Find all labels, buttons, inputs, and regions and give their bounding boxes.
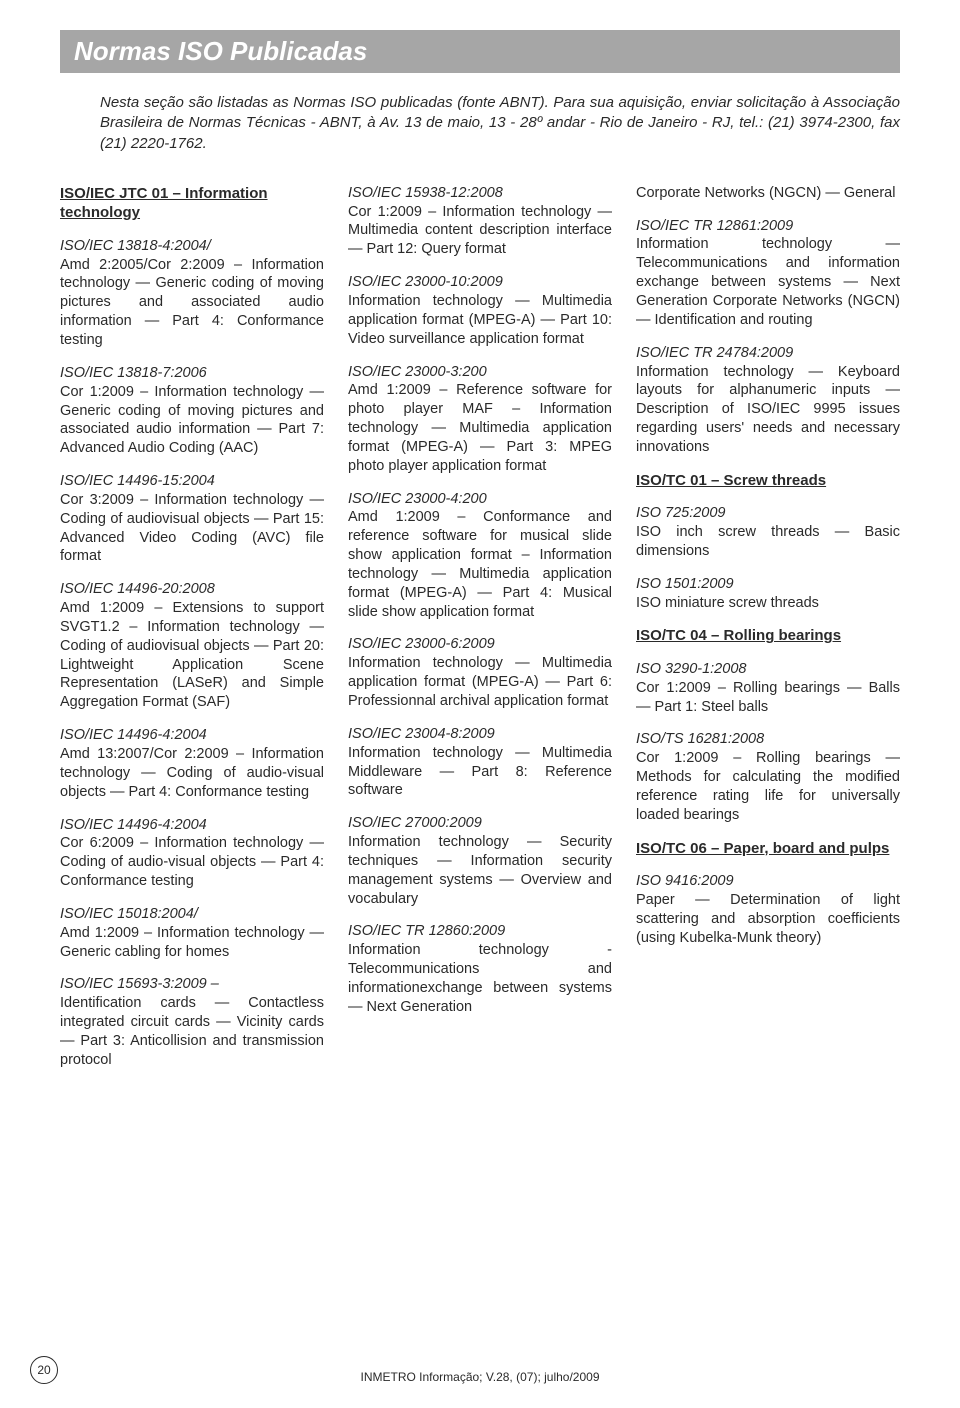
- standard-code: ISO 9416:2009: [636, 872, 900, 891]
- standard-code: ISO/IEC TR 24784:2009: [636, 344, 900, 363]
- standard-entry: Corporate Networks (NGCN) — General: [636, 184, 900, 203]
- standard-entry: ISO/IEC TR 12860:2009 Information techno…: [348, 922, 612, 1016]
- standard-desc: Amd 1:2009 – Conformance and reference s…: [348, 509, 612, 619]
- standard-desc: ISO miniature screw threads: [636, 595, 819, 611]
- standard-desc: Corporate Networks (NGCN) — General: [636, 185, 895, 201]
- standard-entry: ISO/IEC 23000-3:200 Amd 1:2009 – Referen…: [348, 363, 612, 476]
- standard-entry: ISO/IEC TR 12861:2009 Information techno…: [636, 217, 900, 330]
- standard-code: ISO/IEC 27000:2009: [348, 814, 612, 833]
- section-heading-tc06: ISO/TC 06 – Paper, board and pulps: [636, 839, 900, 859]
- intro-paragraph: Nesta seção são listadas as Normas ISO p…: [100, 93, 900, 154]
- standard-desc: Information technology — Keyboard layout…: [636, 364, 900, 455]
- column-1: ISO/IEC JTC 01 – Information technology …: [60, 184, 324, 1084]
- standard-code: ISO/IEC 23000-10:2009: [348, 273, 612, 292]
- standard-desc: Information technology — Multimedia Midd…: [348, 745, 612, 799]
- section-heading-tc01: ISO/TC 01 – Screw threads: [636, 471, 900, 491]
- footer-citation: INMETRO Informação; V.28, (07); julho/20…: [0, 1370, 960, 1384]
- standard-code: ISO/IEC TR 12860:2009: [348, 922, 612, 941]
- standard-entry: ISO 725:2009 ISO inch screw threads — Ba…: [636, 504, 900, 561]
- standard-entry: ISO/IEC 23000-6:2009 Information technol…: [348, 635, 612, 710]
- standard-desc: Information technology — Telecommunicati…: [636, 236, 900, 327]
- standard-desc: Information technology - Telecommunicati…: [348, 942, 612, 1015]
- standard-desc: Cor 1:2009 – Information technology — Mu…: [348, 204, 612, 258]
- column-3: Corporate Networks (NGCN) — General ISO/…: [636, 184, 900, 1084]
- standard-entry: ISO/IEC 15018:2004/ Amd 1:2009 – Informa…: [60, 905, 324, 962]
- standard-entry: ISO 9416:2009 Paper — Determination of l…: [636, 872, 900, 947]
- standard-entry: ISO/IEC 15693-3:2009 – Identification ca…: [60, 975, 324, 1069]
- standard-code: ISO/IEC 14496-15:2004: [60, 472, 324, 491]
- standard-entry: ISO 3290-1:2008 Cor 1:2009 – Rolling bea…: [636, 660, 900, 717]
- standard-entry: ISO/IEC 27000:2009 Information technolog…: [348, 814, 612, 908]
- standard-code: ISO/IEC 14496-4:2004: [60, 816, 324, 835]
- section-heading-tc04: ISO/TC 04 – Rolling bearings: [636, 626, 900, 646]
- standard-desc: Amd 13:2007/Cor 2:2009 – Information tec…: [60, 746, 324, 800]
- standard-desc: Amd 1:2009 – Extensions to support SVGT1…: [60, 600, 324, 710]
- standard-entry: ISO/IEC 13818-4:2004/ Amd 2:2005/Cor 2:2…: [60, 237, 324, 350]
- standard-code: ISO/IEC 23000-4:200: [348, 490, 612, 509]
- standard-code: ISO/IEC 14496-4:2004: [60, 726, 324, 745]
- standard-code: ISO/TS 16281:2008: [636, 730, 900, 749]
- standard-entry: ISO/IEC TR 24784:2009 Information techno…: [636, 344, 900, 457]
- banner-title: Normas ISO Publicadas: [74, 36, 886, 67]
- standard-desc: ISO inch screw threads — Basic dimension…: [636, 524, 900, 559]
- content-columns: ISO/IEC JTC 01 – Information technology …: [60, 184, 900, 1084]
- standard-desc: Information technology — Multimedia appl…: [348, 293, 612, 347]
- standard-desc: Cor 3:2009 – Information technology — Co…: [60, 492, 324, 565]
- standard-desc: Cor 6:2009 – Information technology — Co…: [60, 835, 324, 889]
- standard-entry: ISO/IEC 14496-4:2004 Amd 13:2007/Cor 2:2…: [60, 726, 324, 801]
- column-2: ISO/IEC 15938-12:2008 Cor 1:2009 – Infor…: [348, 184, 612, 1084]
- standard-entry: ISO/IEC 15938-12:2008 Cor 1:2009 – Infor…: [348, 184, 612, 259]
- standard-desc: Cor 1:2009 – Rolling bearings — Balls — …: [636, 680, 900, 715]
- standard-desc: Paper — Determination of light scatterin…: [636, 892, 900, 946]
- standard-desc: Information technology — Multimedia appl…: [348, 655, 612, 709]
- page-banner: Normas ISO Publicadas: [60, 30, 900, 73]
- standard-code: ISO 1501:2009: [636, 575, 900, 594]
- standard-desc: Amd 2:2005/Cor 2:2009 – Information tech…: [60, 257, 324, 348]
- standard-entry: ISO/IEC 23004-8:2009 Information technol…: [348, 725, 612, 800]
- standard-desc: Identification cards — Contactless integ…: [60, 995, 324, 1068]
- section-heading-jtc01: ISO/IEC JTC 01 – Information technology: [60, 184, 324, 223]
- standard-code: ISO/IEC 23000-6:2009: [348, 635, 612, 654]
- standard-code: ISO 725:2009: [636, 504, 900, 523]
- standard-desc: Amd 1:2009 – Reference software for phot…: [348, 382, 612, 473]
- standard-code: ISO/IEC 15938-12:2008: [348, 184, 612, 203]
- standard-entry: ISO 1501:2009 ISO miniature screw thread…: [636, 575, 900, 613]
- standard-code: ISO 3290-1:2008: [636, 660, 900, 679]
- standard-entry: ISO/IEC 14496-15:2004 Cor 3:2009 – Infor…: [60, 472, 324, 566]
- standard-code: ISO/IEC 15018:2004/: [60, 905, 324, 924]
- standard-code: ISO/IEC TR 12861:2009: [636, 217, 900, 236]
- standard-entry: ISO/IEC 14496-20:2008 Amd 1:2009 – Exten…: [60, 580, 324, 712]
- standard-desc: Cor 1:2009 – Rolling bearings — Methods …: [636, 750, 900, 823]
- standard-desc: Cor 1:2009 – Information technology — Ge…: [60, 384, 324, 457]
- standard-desc: Amd 1:2009 – Information technology — Ge…: [60, 925, 324, 960]
- standard-code: ISO/IEC 15693-3:2009 –: [60, 975, 324, 994]
- standard-code: ISO/IEC 13818-7:2006: [60, 364, 324, 383]
- standard-entry: ISO/TS 16281:2008 Cor 1:2009 – Rolling b…: [636, 730, 900, 824]
- standard-entry: ISO/IEC 23000-10:2009 Information techno…: [348, 273, 612, 348]
- standard-code: ISO/IEC 14496-20:2008: [60, 580, 324, 599]
- standard-code: ISO/IEC 23004-8:2009: [348, 725, 612, 744]
- standard-code: ISO/IEC 23000-3:200: [348, 363, 612, 382]
- standard-desc: Information technology — Security techni…: [348, 834, 612, 907]
- standard-entry: ISO/IEC 23000-4:200 Amd 1:2009 – Conform…: [348, 490, 612, 622]
- standard-entry: ISO/IEC 13818-7:2006 Cor 1:2009 – Inform…: [60, 364, 324, 458]
- standard-code: ISO/IEC 13818-4:2004/: [60, 237, 324, 256]
- standard-entry: ISO/IEC 14496-4:2004 Cor 6:2009 – Inform…: [60, 816, 324, 891]
